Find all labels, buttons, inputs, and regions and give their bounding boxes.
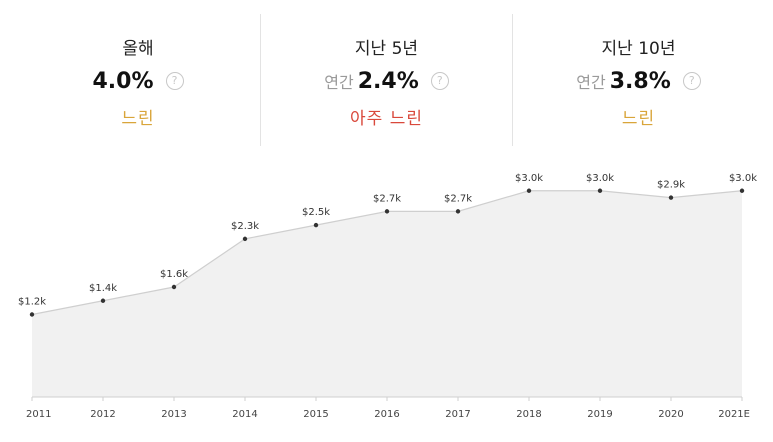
x-tick-label: 2014	[232, 409, 257, 420]
stat-title: 올해	[122, 39, 154, 59]
data-label: $1.2k	[18, 297, 46, 308]
x-tick-label: 2015	[303, 409, 328, 420]
data-label: $2.3k	[231, 221, 259, 232]
stat-value: 3.8%	[609, 68, 671, 94]
x-tick-label: 2021E	[718, 409, 750, 420]
x-tick-label: 2011	[26, 409, 51, 420]
data-label: $3.0k	[729, 173, 757, 184]
data-label: $2.7k	[444, 193, 472, 204]
data-point	[171, 284, 177, 290]
question-circle-icon[interactable]: ?	[165, 72, 184, 90]
x-tick-label: 2019	[587, 409, 612, 420]
x-tick-label: 2016	[374, 409, 399, 420]
stat-value-row: 연간 2.4% ?	[261, 67, 512, 95]
data-point	[100, 298, 106, 303]
stat-speed-label: 아주 느린	[350, 109, 423, 129]
data-label: $2.7k	[373, 193, 401, 204]
data-label: $3.0k	[515, 173, 543, 184]
stat-speed-label: 느린	[121, 109, 155, 129]
x-tick-label: 2012	[90, 409, 115, 420]
stats-panel: 올해 4.0% ? 느린 지난 5년 연간 2.4% ? 아주 느린 지난 10…	[0, 0, 773, 150]
stat-this-year: 올해 4.0% ? 느린	[18, 14, 258, 146]
data-point	[668, 195, 674, 200]
area-fill	[32, 190, 742, 397]
question-circle-icon[interactable]: ?	[430, 72, 449, 90]
data-label: $1.4k	[89, 283, 117, 294]
data-point	[242, 236, 248, 242]
stat-prefix: 연간	[324, 73, 354, 92]
stat-speed-label: 느린	[621, 109, 656, 129]
data-point	[313, 222, 319, 228]
area-chart-svg: $1.2k 2011 $1.4k 2012 $1.6k 2013 $2.3k 2014 $2.5…	[18, 173, 757, 420]
x-tick-label: 2018	[516, 409, 541, 420]
data-point	[739, 188, 745, 193]
stat-value: 4.0%	[92, 68, 154, 94]
data-point	[526, 188, 532, 193]
x-tick-label: 2020	[658, 409, 683, 420]
data-point	[455, 209, 461, 214]
stat-prefix: 연간	[576, 73, 606, 92]
data-label: $2.9k	[657, 180, 685, 191]
data-point	[597, 188, 603, 193]
stat-value-row: 4.0% ?	[18, 67, 258, 95]
salary-trend-chart: $1.2k 2011 $1.4k 2012 $1.6k 2013 $2.3k 2014 $2.5…	[0, 150, 773, 438]
question-circle-icon[interactable]: ?	[682, 72, 701, 90]
stat-value-row: 연간 3.8% ?	[513, 67, 764, 95]
stat-value: 2.4%	[357, 68, 419, 94]
data-label: $2.5k	[302, 207, 330, 218]
stat-last-10-years: 지난 10년 연간 3.8% ? 느린	[512, 14, 764, 146]
data-label: $1.6k	[160, 269, 188, 280]
stat-title: 지난 10년	[601, 39, 676, 59]
stat-last-5-years: 지난 5년 연간 2.4% ? 아주 느린	[260, 14, 512, 146]
data-label: $3.0k	[586, 173, 614, 184]
x-tick-label: 2013	[161, 409, 186, 420]
x-tick-label: 2017	[445, 409, 470, 420]
data-point	[29, 312, 35, 317]
stat-title: 지난 5년	[354, 39, 419, 59]
data-point	[384, 209, 390, 214]
